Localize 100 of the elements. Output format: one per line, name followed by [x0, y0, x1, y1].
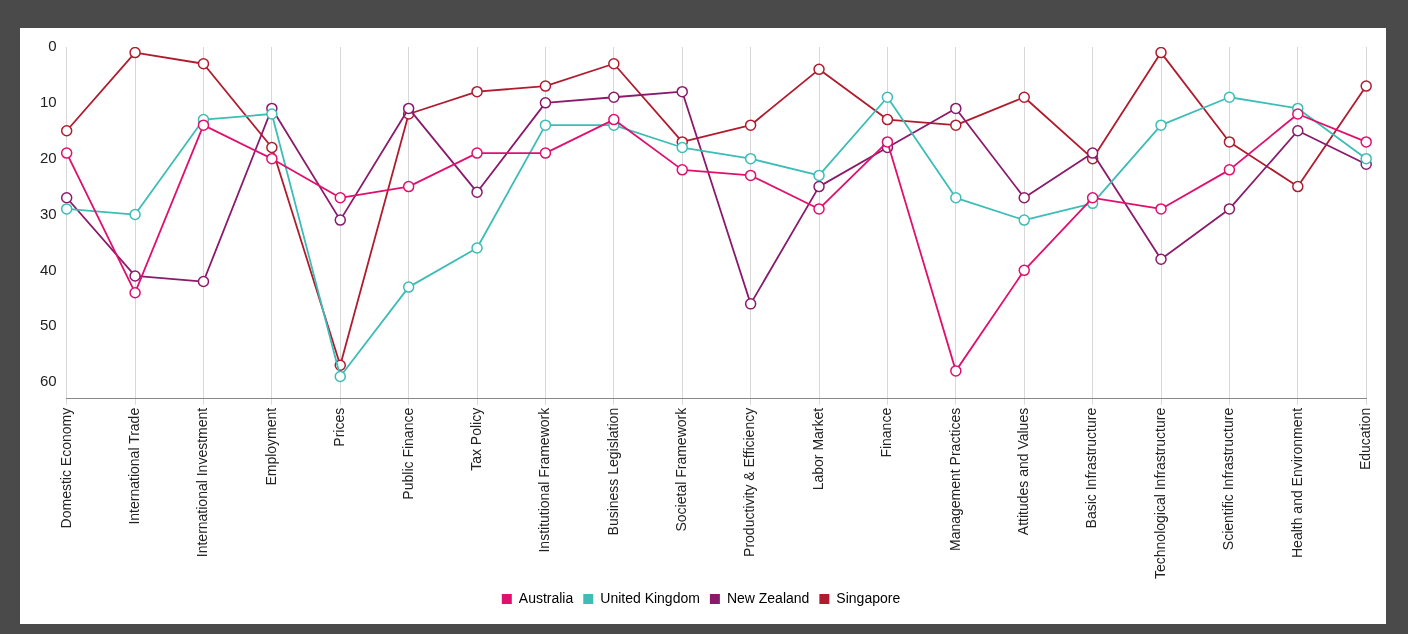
point	[197, 275, 210, 288]
x-tick-label: Finance	[878, 407, 895, 458]
point	[60, 147, 73, 159]
legend-label: Singapore	[836, 589, 901, 606]
point	[744, 298, 757, 310]
y-tick-label: 0	[48, 37, 57, 55]
point	[1018, 264, 1030, 277]
point	[1360, 80, 1372, 92]
point	[1155, 253, 1167, 265]
point	[744, 169, 757, 182]
point	[950, 365, 962, 377]
point	[1018, 214, 1030, 226]
point	[266, 152, 278, 165]
legend-label: New Zealand	[726, 589, 810, 606]
point	[608, 91, 620, 104]
point	[129, 47, 141, 59]
point	[608, 113, 620, 126]
point	[539, 119, 552, 131]
point	[471, 85, 483, 98]
legend-label: United Kingdom	[600, 589, 700, 606]
point	[1155, 119, 1167, 131]
point	[334, 370, 347, 383]
point	[950, 192, 962, 204]
point	[676, 85, 688, 98]
point	[471, 147, 483, 159]
y-tick-label: 50	[40, 316, 57, 334]
point	[813, 63, 825, 76]
y-tick-label: 10	[40, 92, 57, 110]
x-tick-label: Attitudes and Values	[1015, 407, 1032, 536]
point	[1018, 192, 1030, 204]
x-tick-label: Basic Infrastructure	[1083, 407, 1100, 529]
point	[1292, 180, 1304, 193]
point	[1223, 203, 1236, 215]
point	[881, 91, 894, 104]
x-tick-label: Management Practices	[946, 407, 963, 551]
point	[539, 97, 552, 109]
y-tick-label: 20	[40, 148, 57, 166]
point	[402, 180, 415, 193]
legend-label: Australia	[518, 589, 574, 606]
point	[539, 80, 552, 92]
x-tick-label: Public Finance	[399, 407, 416, 500]
y-tick-label: 60	[40, 372, 57, 390]
x-tick-label: Labor Market	[809, 407, 826, 491]
point	[129, 208, 141, 221]
point	[1155, 47, 1167, 59]
point	[1155, 203, 1167, 215]
point	[813, 180, 825, 193]
point	[471, 186, 483, 198]
point	[608, 58, 620, 70]
x-tick-label: Domestic Economy	[57, 407, 74, 529]
point	[1086, 147, 1099, 159]
point	[60, 203, 73, 215]
x-tick-label: Institutional Framework	[536, 406, 553, 553]
x-tick-label: International Trade	[125, 407, 142, 525]
point	[129, 270, 141, 282]
point	[539, 147, 552, 159]
point	[1018, 91, 1030, 104]
point	[881, 136, 894, 148]
point	[1360, 136, 1372, 148]
point	[402, 281, 415, 293]
point	[1223, 164, 1236, 176]
point	[197, 119, 210, 131]
x-tick-label: Employment	[262, 407, 279, 486]
point	[334, 192, 347, 204]
x-tick-label: Tax Policy	[467, 407, 484, 471]
point	[950, 102, 962, 115]
point	[1086, 192, 1099, 204]
point	[60, 125, 73, 137]
point	[402, 102, 415, 115]
point	[676, 164, 688, 176]
point	[129, 286, 141, 299]
point	[813, 169, 825, 182]
x-tick-label: Education	[1357, 407, 1374, 471]
point	[813, 203, 825, 215]
point	[1292, 125, 1304, 137]
point	[744, 152, 757, 165]
x-tick-label: Business Legislation	[604, 407, 621, 536]
x-tick-label: Societal Framework	[673, 406, 690, 532]
point	[1223, 136, 1236, 148]
x-tick-label: International Investment	[194, 407, 211, 558]
x-tick-label: Prices	[331, 407, 348, 447]
point	[950, 119, 962, 131]
point	[881, 113, 894, 126]
y-tick-label: 30	[40, 204, 57, 222]
point	[1292, 108, 1304, 120]
x-tick-label: Health and Environment	[1288, 407, 1305, 558]
x-tick-label: Scientific Infrastructure	[1220, 407, 1237, 551]
x-tick-label: Productivity & Efficiency	[741, 407, 758, 557]
point	[1360, 152, 1372, 165]
point	[744, 119, 757, 131]
point	[334, 214, 347, 226]
point	[1223, 91, 1236, 104]
point	[266, 108, 278, 120]
point	[197, 58, 210, 70]
point	[60, 192, 73, 204]
x-tick-label: Technological Infrastructure	[1151, 407, 1168, 579]
point	[266, 141, 278, 154]
y-tick-label: 40	[40, 260, 57, 278]
point	[471, 242, 483, 254]
point	[676, 141, 688, 154]
